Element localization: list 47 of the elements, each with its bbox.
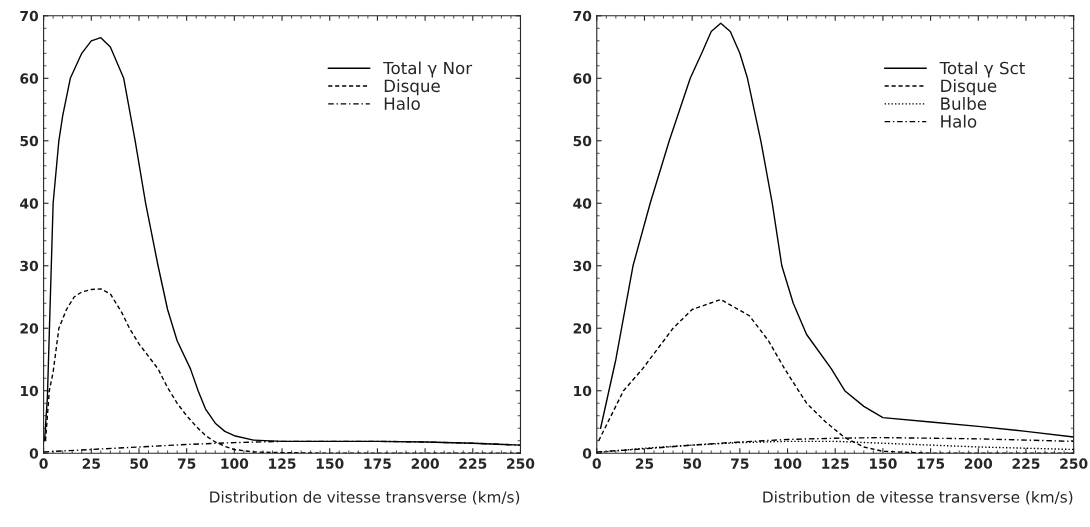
x-tick-label: 75 [177, 458, 196, 469]
x-tick-label: 225 [459, 458, 487, 469]
x-axis-title: Distribution de vitesse transverse (km/s) [763, 490, 1073, 505]
legend-label: Disque [384, 79, 440, 96]
y-tick-label: 30 [573, 260, 592, 272]
x-tick-label: 100 [774, 458, 802, 469]
y-tick-label: 60 [573, 73, 592, 84]
y-tick-label: 30 [20, 260, 39, 272]
y-tick-label: 0 [582, 448, 592, 459]
legend-label: Bulbe [941, 97, 987, 110]
x-tick-label: 175 [917, 458, 945, 469]
y-tick-label: 40 [20, 198, 39, 209]
x-tick-label: 250 [507, 458, 535, 469]
x-tick-label: 25 [635, 458, 654, 469]
y-tick-label: 60 [20, 73, 39, 84]
y-tick-label: 50 [573, 135, 592, 147]
x-tick-label: 50 [683, 458, 702, 469]
y-tick-label: 10 [20, 385, 39, 397]
x-tick-label: 150 [869, 458, 897, 469]
x-tick-label: 125 [269, 458, 296, 469]
y-tick-label: 70 [20, 10, 39, 22]
x-tick-label: 50 [130, 458, 148, 469]
legend-label: Halo [384, 97, 420, 110]
legend-label: Total γ Sct [939, 61, 1025, 78]
y-tick-label: 70 [573, 10, 592, 22]
x-tick-label: 225 [1012, 458, 1040, 469]
y-tick-label: 20 [573, 323, 592, 334]
x-tick-label: 125 [822, 458, 849, 469]
y-tick-label: 40 [573, 198, 592, 209]
legend-label: Total γ Nor [383, 61, 473, 78]
x-tick-label: 75 [731, 458, 749, 469]
legend-label: Halo [941, 114, 977, 128]
legend-label: Disque [941, 79, 997, 96]
x-tick-label: 25 [82, 458, 100, 469]
y-tick-label: 20 [20, 323, 39, 334]
y-tick-label: 50 [20, 135, 39, 147]
y-tick-label: 10 [574, 385, 592, 397]
x-tick-label: 0 [39, 458, 48, 469]
x-tick-label: 250 [1060, 458, 1088, 469]
y-tick-label: 0 [29, 448, 39, 459]
x-axis-title: Distribution de vitesse transverse (km/s) [210, 490, 520, 505]
x-tick-label: 200 [411, 458, 439, 469]
x-tick-label: 150 [316, 458, 344, 469]
x-tick-label: 200 [964, 458, 993, 469]
x-tick-label: 0 [592, 458, 601, 469]
x-tick-label: 100 [221, 458, 249, 469]
x-tick-label: 175 [364, 458, 391, 469]
